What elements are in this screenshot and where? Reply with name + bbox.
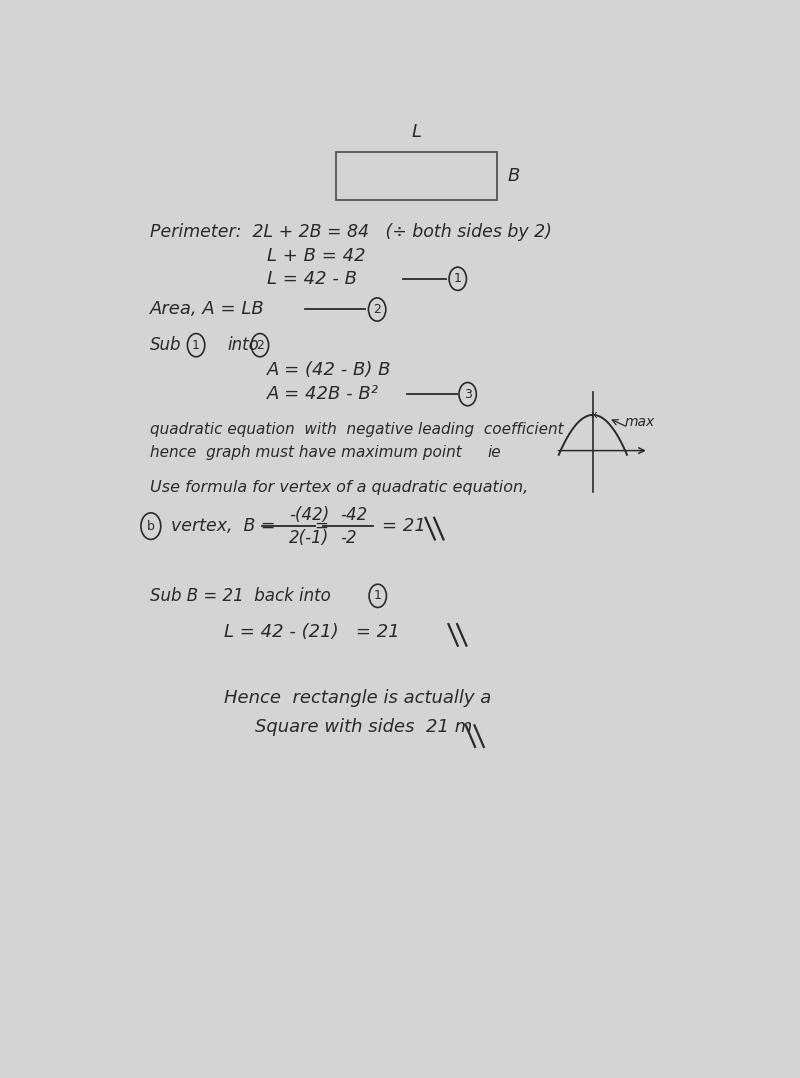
Text: hence  graph must have maximum point: hence graph must have maximum point xyxy=(150,445,462,459)
Text: -42: -42 xyxy=(341,507,368,524)
Text: Use formula for vertex of a quadratic equation,: Use formula for vertex of a quadratic eq… xyxy=(150,481,528,496)
Text: 2(-1): 2(-1) xyxy=(289,528,330,547)
Text: 1: 1 xyxy=(374,590,382,603)
Text: Sub B = 21  back into: Sub B = 21 back into xyxy=(150,586,330,605)
Text: Area, A = LB: Area, A = LB xyxy=(150,301,264,318)
Text: max: max xyxy=(624,415,654,429)
Text: Square with sides  21 m: Square with sides 21 m xyxy=(255,718,472,736)
Text: 3: 3 xyxy=(464,388,471,401)
Text: =: = xyxy=(314,517,328,535)
Text: -2: -2 xyxy=(341,528,357,547)
Text: quadratic equation  with  negative leading  coefficient: quadratic equation with negative leading… xyxy=(150,423,563,438)
Text: L = 42 - (21)   = 21: L = 42 - (21) = 21 xyxy=(224,623,400,640)
Text: Perimeter:  2L + 2B = 84   (÷ both sides by 2): Perimeter: 2L + 2B = 84 (÷ both sides by… xyxy=(150,223,551,241)
Text: = 21: = 21 xyxy=(382,517,426,535)
Text: 2: 2 xyxy=(374,303,381,316)
Text: Hence  rectangle is actually a: Hence rectangle is actually a xyxy=(224,689,491,707)
Text: L: L xyxy=(411,123,421,141)
Text: 1: 1 xyxy=(454,273,462,286)
Text: L + B = 42: L + B = 42 xyxy=(267,247,366,265)
Text: B: B xyxy=(508,167,520,184)
Text: L = 42 - B: L = 42 - B xyxy=(267,270,358,288)
Text: x: x xyxy=(591,410,598,420)
Text: b: b xyxy=(147,520,154,533)
Text: vertex,  B =: vertex, B = xyxy=(171,517,276,535)
Text: 2: 2 xyxy=(256,338,264,351)
Text: -(42): -(42) xyxy=(289,507,330,524)
Text: A = (42 - B) B: A = (42 - B) B xyxy=(267,361,392,379)
Text: ie: ie xyxy=(487,445,501,459)
Text: A = 42B - B²: A = 42B - B² xyxy=(267,385,379,403)
Text: into: into xyxy=(227,336,259,355)
Text: Sub: Sub xyxy=(150,336,181,355)
Text: 1: 1 xyxy=(192,338,200,351)
